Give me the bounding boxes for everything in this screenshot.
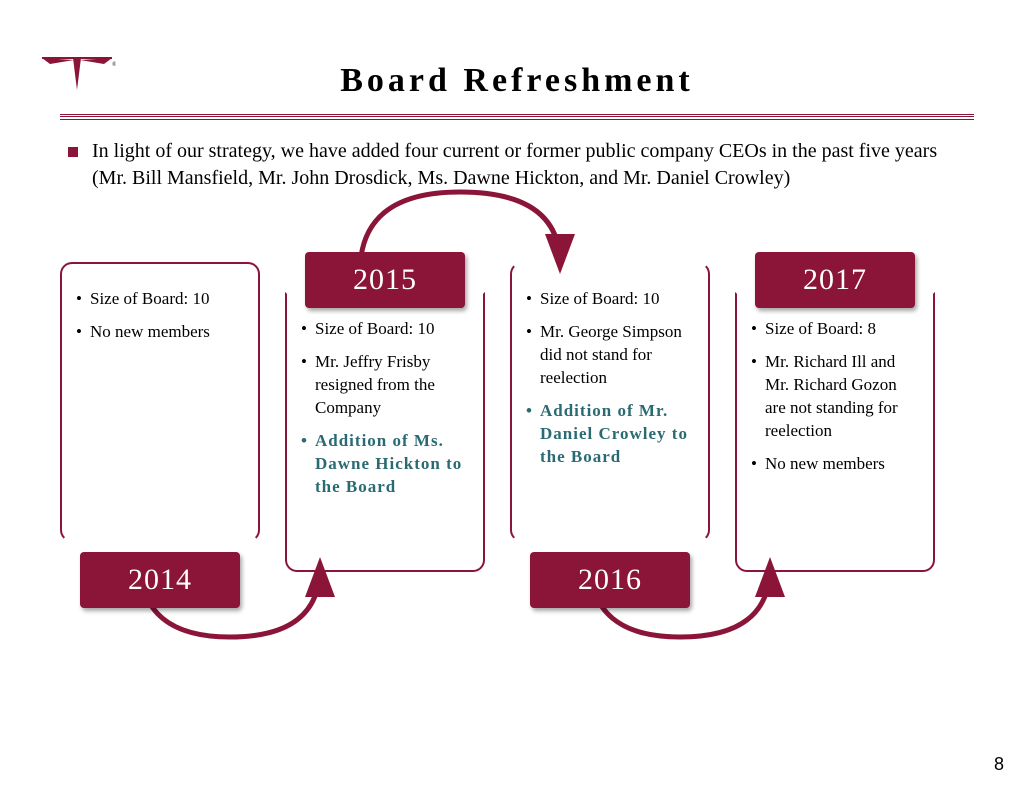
list-item: Size of Board: 10 bbox=[301, 318, 469, 341]
list-item: Mr. George Simpson did not stand for ree… bbox=[526, 321, 694, 390]
card-2014: Size of Board: 10 No new members bbox=[60, 262, 260, 542]
card-2017-list: Size of Board: 8 Mr. Richard Ill and Mr. … bbox=[751, 318, 919, 476]
list-item: No new members bbox=[751, 453, 919, 476]
page-number: 8 bbox=[994, 754, 1004, 775]
year-tab-2017: 2017 bbox=[755, 252, 915, 308]
list-item: Mr. Richard Ill and Mr. Richard Gozon ar… bbox=[751, 351, 919, 443]
card-2015-list: Size of Board: 10 Mr. Jeffry Frisby resig… bbox=[301, 318, 469, 499]
card-2016-list: Size of Board: 10Mr. George Simpson did … bbox=[526, 288, 694, 469]
list-item: Size of Board: 10 bbox=[76, 288, 244, 311]
page-title: Board Refreshment bbox=[60, 62, 974, 100]
card-2016: Size of Board: 10Mr. George Simpson did … bbox=[510, 262, 710, 542]
year-tab-2014: 2014 bbox=[80, 552, 240, 608]
slide: ® Board Refreshment In light of our stra… bbox=[0, 0, 1034, 799]
year-tab-2016: 2016 bbox=[530, 552, 690, 608]
list-item: Mr. Jeffry Frisby resigned from the Comp… bbox=[301, 351, 469, 420]
svg-text:®: ® bbox=[112, 61, 116, 68]
card-2015: Size of Board: 10 Mr. Jeffry Frisby resig… bbox=[285, 292, 485, 572]
title-divider bbox=[60, 114, 974, 120]
list-item: Size of Board: 8 bbox=[751, 318, 919, 341]
brand-logo-icon: ® bbox=[38, 52, 116, 97]
list-item: Addition of Mr. Daniel Crowley to the Bo… bbox=[526, 400, 694, 469]
year-tab-2015: 2015 bbox=[305, 252, 465, 308]
card-2014-list: Size of Board: 10 No new members bbox=[76, 288, 244, 344]
list-item: No new members bbox=[76, 321, 244, 344]
list-item: Addition of Ms. Dawne Hickton to the Boa… bbox=[301, 430, 469, 499]
card-2017: Size of Board: 8 Mr. Richard Ill and Mr. … bbox=[735, 292, 935, 572]
timeline-diagram: 2014 2015 2016 2017 Size of Board: 10 No … bbox=[60, 232, 974, 652]
bullet-square-icon bbox=[68, 147, 78, 157]
